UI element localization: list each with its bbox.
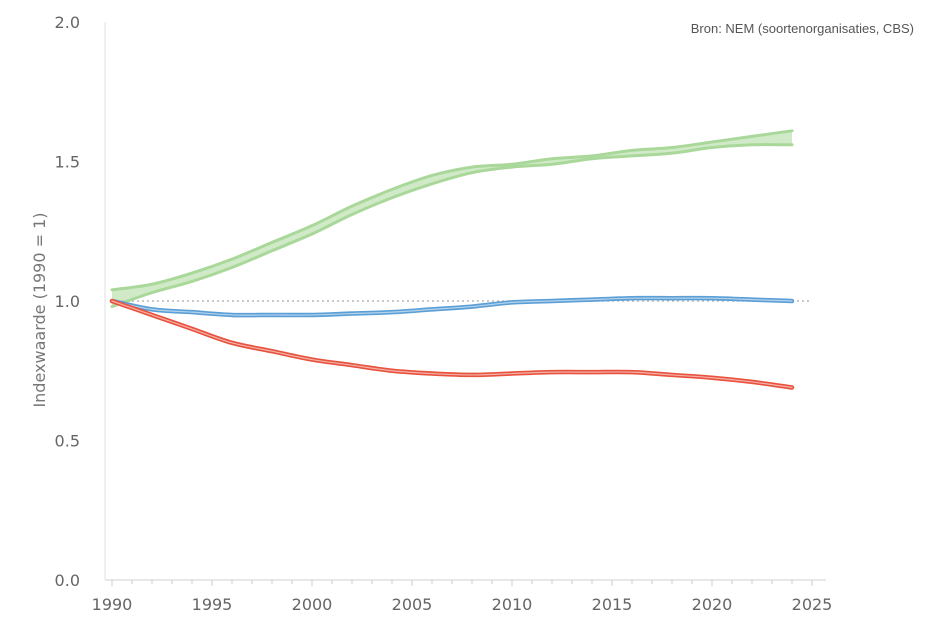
x-tick-label: 1995 xyxy=(192,595,233,614)
series-group xyxy=(109,129,795,390)
series-band-lower-1 xyxy=(110,143,794,309)
y-tick-label: 0.5 xyxy=(55,432,80,451)
series-line-highlight-3 xyxy=(111,300,793,389)
axes: 1990 1995 2000 2005 2010 2015 2020 2025 0.0 0.5 1.… xyxy=(55,13,833,614)
y-axis-label: Indexwaarde (1990 = 1) xyxy=(30,212,49,407)
x-tick-label: 2005 xyxy=(392,595,433,614)
x-tick-label: 2020 xyxy=(692,595,733,614)
x-tick-label: 2000 xyxy=(292,595,333,614)
x-tick-label: 2010 xyxy=(492,595,533,614)
x-tick-label: 2025 xyxy=(792,595,833,614)
series-band-upper-1 xyxy=(110,129,794,292)
x-tick-label: 1990 xyxy=(92,595,133,614)
series-band-1 xyxy=(112,130,792,307)
series-line-highlight-2 xyxy=(111,297,793,316)
source-note: Bron: NEM (soortenorganisaties, CBS) xyxy=(691,21,914,36)
y-tick-label: 1.0 xyxy=(55,292,80,311)
y-tick-label: 1.5 xyxy=(55,153,80,172)
y-tick-label: 0.0 xyxy=(55,571,80,590)
x-tick-label: 2015 xyxy=(592,595,633,614)
y-tick-label: 2.0 xyxy=(55,13,80,32)
